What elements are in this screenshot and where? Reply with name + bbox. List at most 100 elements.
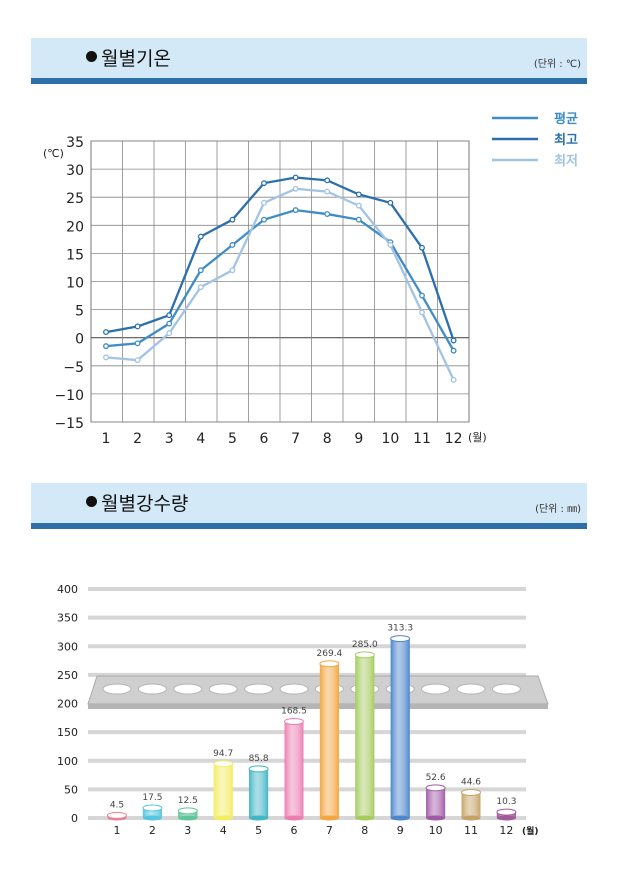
y-tick-label: 400: [57, 583, 78, 596]
legend-label: 최저: [554, 154, 578, 169]
y-tick-label: −10: [54, 388, 84, 404]
bar-value-label: 285.0: [352, 640, 378, 650]
bar-cap: [284, 718, 304, 726]
precipitation-header: 월별강수량 (단위 : ㎜): [31, 483, 587, 529]
bar-value-label: 168.5: [281, 707, 307, 717]
bar-cap: [390, 635, 411, 643]
x-tick-label: 2: [149, 824, 156, 837]
bar-value-label: 44.6: [461, 777, 481, 787]
rack-hole: [279, 683, 309, 695]
rack-hole: [173, 683, 203, 695]
bar-base: [319, 815, 339, 821]
bar-value-label: 94.7: [213, 749, 233, 759]
bar-base: [355, 815, 375, 821]
precipitation-bar-chart: 400 350 300 250 200 150 100 50 0 4.5 17.5 12.5 94.7…: [57, 583, 549, 837]
y-tick-label: −5: [63, 360, 84, 376]
rack-hole: [137, 683, 167, 695]
series-line: [105, 187, 455, 381]
y-tick-label: −15: [54, 416, 84, 432]
data-point: [261, 180, 267, 187]
bar-cap: [213, 760, 234, 768]
y-tick-label: 30: [66, 163, 84, 179]
bar-base: [496, 815, 516, 821]
bar-shade: [426, 787, 446, 818]
data-point: [324, 177, 331, 184]
data-point: [197, 284, 204, 291]
data-point: [134, 340, 141, 347]
y-tick-label: 35: [66, 135, 84, 151]
bar-shade: [249, 768, 269, 818]
bar-value-label: 269.4: [317, 649, 343, 659]
data-point: [419, 244, 425, 251]
y-tick-label: 20: [66, 219, 84, 235]
x-tick-label: 10: [429, 824, 443, 837]
x-tick-label: 7: [291, 431, 300, 447]
bar-value-label: 10.3: [496, 797, 516, 807]
x-tick-label: 12: [445, 431, 463, 447]
grid-band: [88, 758, 526, 763]
data-point: [450, 376, 457, 383]
x-tick-label: 11: [413, 431, 431, 447]
y-tick-label: 100: [57, 755, 78, 768]
data-point: [419, 309, 425, 316]
bar-value-label: 85.8: [249, 754, 269, 764]
y-tick-label: 300: [57, 640, 78, 653]
bar-cap: [142, 804, 163, 812]
bar-value-label: 17.5: [142, 793, 162, 803]
bar-base: [390, 815, 410, 821]
temperature-series: [103, 174, 457, 383]
x-tick-label: 2: [133, 431, 142, 447]
x-tick-label: 8: [323, 431, 332, 447]
data-point: [103, 354, 109, 361]
bar-base: [213, 815, 233, 821]
bar-cap: [248, 765, 269, 773]
x-tick-label: 6: [291, 824, 298, 837]
temperature-header: 월별기온 (단위 : ℃): [31, 38, 587, 84]
data-point: [324, 188, 331, 195]
bar-base: [426, 815, 446, 821]
bar-value-label: 4.5: [110, 800, 124, 810]
x-tick-label: 5: [228, 431, 237, 447]
data-point: [355, 216, 362, 223]
x-tick-label: 12: [499, 824, 513, 837]
x-tick-label: 6: [260, 431, 269, 447]
temperature-grid: [90, 140, 470, 423]
x-tick-label: 3: [165, 431, 174, 447]
y-tick-label: 0: [75, 332, 84, 348]
temperature-x-ticks: 1 2 3 4 5 6 7 8 9 10 11 12: [102, 431, 463, 447]
grid-band: [88, 587, 526, 591]
y-tick-label: 50: [64, 783, 78, 796]
data-point: [229, 267, 236, 274]
bar-base: [142, 815, 162, 821]
bar-cap: [461, 788, 481, 796]
legend-label: 평균: [554, 111, 578, 127]
bar-shade: [213, 763, 233, 818]
data-point: [134, 323, 141, 330]
bar-base: [461, 815, 481, 821]
precipitation-value-labels: 4.5 17.5 12.5 94.7 85.8 168.5 269.4 285.0 313.3 5…: [110, 624, 517, 811]
data-point: [355, 202, 362, 209]
precipitation-bars: [107, 635, 517, 821]
y-tick-label: 25: [66, 191, 84, 207]
bar-shade: [390, 638, 410, 818]
y-tick-label: 200: [57, 698, 78, 711]
bar-value-label: 313.3: [387, 624, 413, 634]
bar-base: [284, 815, 304, 821]
precipitation-x-unit: (월): [522, 825, 539, 837]
rack-hole: [421, 683, 451, 695]
bar-cap: [354, 651, 375, 659]
y-tick-label: 350: [57, 612, 78, 625]
series-line: [105, 176, 455, 341]
y-tick-label: 150: [57, 726, 78, 739]
data-point: [197, 233, 204, 240]
x-tick-label: 7: [326, 824, 333, 837]
data-point: [450, 347, 457, 354]
grid-band: [88, 787, 526, 792]
rack-hole: [491, 683, 521, 695]
x-tick-label: 9: [354, 431, 363, 447]
temperature-x-unit: (월): [468, 431, 487, 444]
bar-base: [249, 815, 269, 821]
temperature-unit: (단위 : ℃): [533, 59, 581, 70]
